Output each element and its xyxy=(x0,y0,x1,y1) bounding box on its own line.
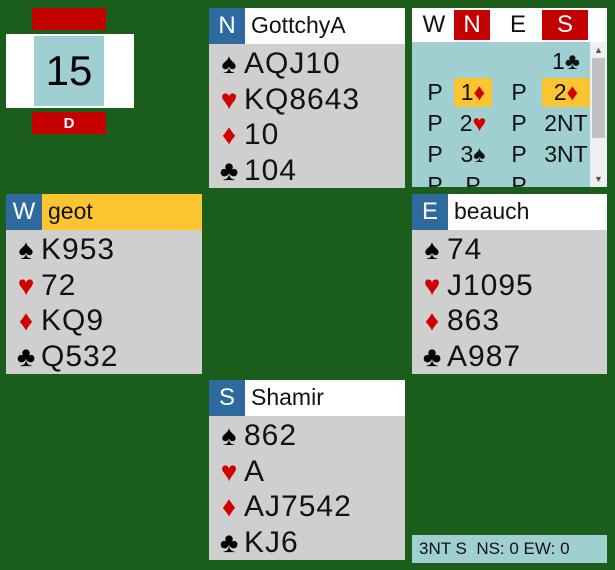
result: 3NT S NS: 0 EW: 0 xyxy=(412,535,607,563)
suit-symbol: ♣ xyxy=(422,340,442,372)
scroll-down[interactable]: ▼ xyxy=(594,174,603,184)
auction-box: W N E S 1♣ P 1 ♦ P 2 ♦ P 2 ♥ P 2NT P 3♠ P 3NT P P P ▲ ▼ xyxy=(412,8,607,187)
scroll-up[interactable]: ▲ xyxy=(594,45,603,55)
card-holding: A xyxy=(244,454,266,488)
bid: P xyxy=(511,141,527,167)
auction-seat: E xyxy=(509,11,526,38)
hand: ♠ K953 ♥ 72 ♦ KQ9 ♣ Q532 xyxy=(6,230,202,374)
suit-symbol: ♥ xyxy=(423,269,441,301)
player-name: geot xyxy=(42,194,202,230)
card-holding: KQ8643 xyxy=(244,82,361,116)
player-name: GottchyA xyxy=(245,8,405,44)
suit-symbol: ♦ xyxy=(221,491,237,522)
card-holding: AQJ10 xyxy=(244,47,341,80)
suit-symbol: ♦ xyxy=(424,305,440,336)
card-holding: KQ9 xyxy=(41,304,105,337)
player-name: Shamir xyxy=(245,380,405,416)
card-holding: 10 xyxy=(244,118,280,151)
hand: ♠ 74 ♥ J1095 ♦ 863 ♣ A987 xyxy=(412,230,607,374)
bid: 2 ♥ xyxy=(459,110,487,136)
card-holding: 74 xyxy=(447,233,483,266)
suit-symbol: ♠ xyxy=(221,48,237,79)
bid: 1 ♦ xyxy=(454,78,492,107)
bid: P xyxy=(427,79,443,105)
bid: 2 ♦ xyxy=(542,78,590,107)
suit-symbol: ♣ xyxy=(219,154,239,186)
suit-symbol: ♥ xyxy=(220,83,238,115)
suit-symbol: ♦ xyxy=(18,305,34,336)
bid: P xyxy=(511,110,527,136)
bid: P xyxy=(511,79,527,105)
auction-seat: N xyxy=(454,10,490,40)
bid: P xyxy=(427,172,443,187)
suit-symbol: ♠ xyxy=(424,234,440,265)
bid: 2NT xyxy=(544,110,588,136)
card-holding: 72 xyxy=(41,268,77,302)
suit-symbol: ♣ xyxy=(16,340,36,372)
suit-symbol: ♣ xyxy=(219,526,239,558)
bid: P xyxy=(511,172,527,187)
seat-label: S xyxy=(209,380,245,416)
bid: 3♠ xyxy=(460,141,486,167)
suit-symbol: ♥ xyxy=(220,455,238,487)
hand: ♠ 862 ♥ A ♦ AJ7542 ♣ KJ6 xyxy=(209,416,405,560)
dealer-label: D xyxy=(32,112,106,134)
player-name: beauch xyxy=(448,194,607,230)
card-holding: K953 xyxy=(41,233,116,266)
suit-symbol: ♠ xyxy=(221,420,237,451)
card-holding: J1095 xyxy=(447,268,534,302)
card-holding: Q532 xyxy=(41,339,119,373)
bid: P xyxy=(465,172,481,187)
suit-symbol: ♠ xyxy=(18,234,34,265)
board-number: 15 xyxy=(32,34,106,108)
card-holding: KJ6 xyxy=(244,525,299,559)
auction-seat: W xyxy=(422,11,446,38)
card-holding: 863 xyxy=(447,304,501,337)
bid: 3NT xyxy=(544,141,588,167)
suit-symbol: ♦ xyxy=(221,119,237,150)
bid: P xyxy=(427,141,443,167)
auction-seat: S xyxy=(542,10,588,40)
vulnerability-bar xyxy=(32,8,106,30)
card-holding: 104 xyxy=(244,153,298,187)
seat-label: E xyxy=(412,194,448,230)
hand: ♠ AQJ10 ♥ KQ8643 ♦ 10 ♣ 104 xyxy=(209,44,405,188)
scroll-thumb[interactable] xyxy=(592,58,605,138)
card-holding: AJ7542 xyxy=(244,490,352,523)
bid: 1♣ xyxy=(552,48,580,74)
suit-symbol: ♥ xyxy=(17,269,35,301)
card-holding: 862 xyxy=(244,419,298,452)
seat-label: N xyxy=(209,8,245,44)
bid: P xyxy=(427,110,443,136)
seat-label: W xyxy=(6,194,42,230)
card-holding: A987 xyxy=(447,339,522,373)
